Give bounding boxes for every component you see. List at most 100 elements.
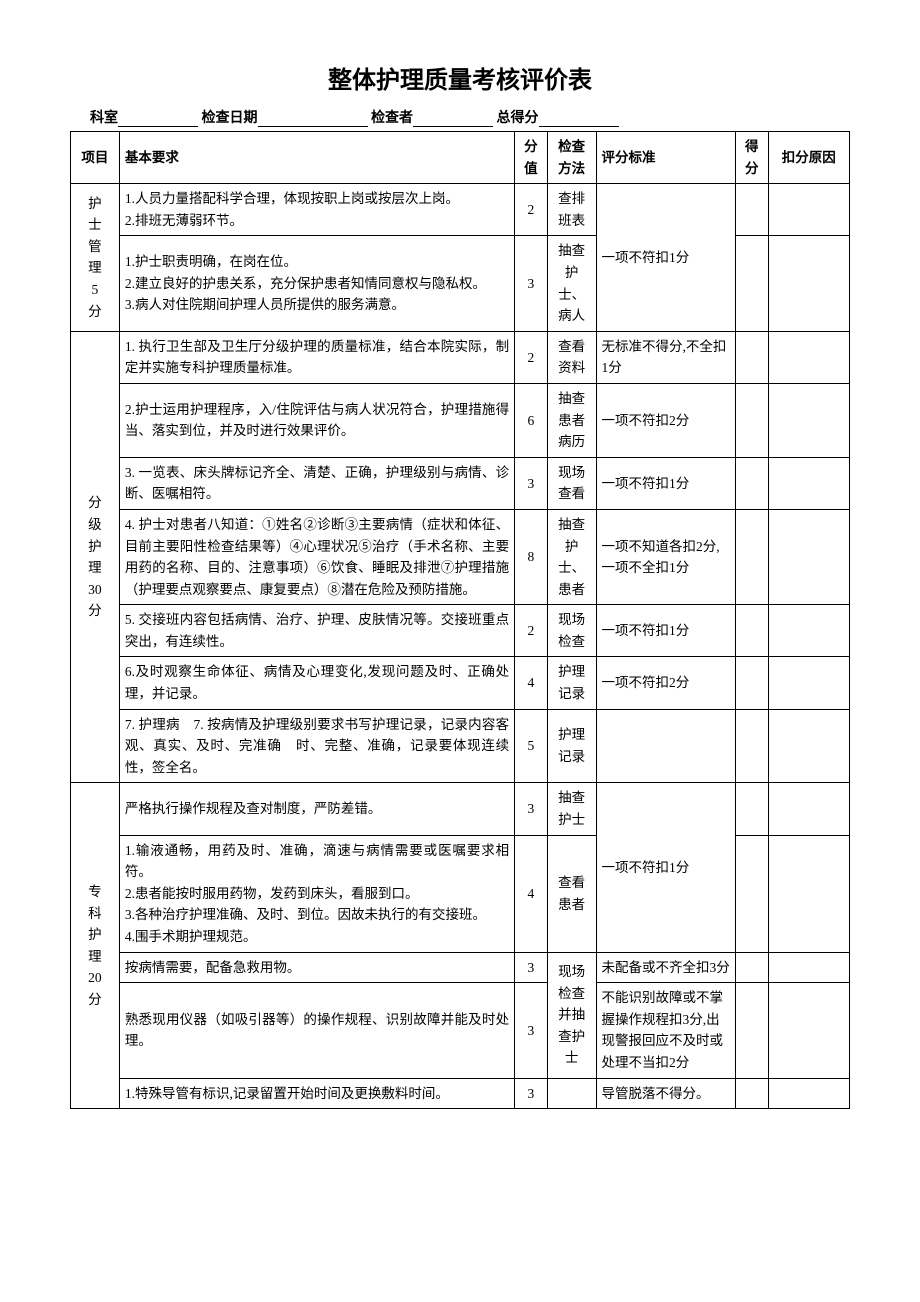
reason-cell: [768, 952, 849, 983]
earned-cell: [736, 1078, 769, 1109]
requirement-cell: 熟悉现用仪器（如吸引器等）的操作规程、识别故障并能及时处理。: [119, 983, 514, 1078]
earned-cell: [736, 952, 769, 983]
earned-cell: [736, 835, 769, 952]
score-cell: 4: [515, 835, 548, 952]
standard-cell: 不能识别故障或不掌握操作规程扣3分,出现警报回应不及时或处理不当扣2分: [596, 983, 736, 1078]
earned-cell: [736, 983, 769, 1078]
earned-cell: [736, 331, 769, 383]
requirement-cell: 6.及时观察生命体征、病情及心理变化,发现问题及时、正确处理，并记录。: [119, 657, 514, 709]
table-row: 2.护士运用护理程序，入/住院评估与病人状况符合，护理措施得当、落实到位，并及时…: [71, 383, 850, 457]
project-cell: 护士管理5分: [71, 184, 120, 332]
table-row: 1.特殊导管有标识,记录留置开始时间及更换敷料时间。3 导管脱落不得分。: [71, 1078, 850, 1109]
table-row: 3. 一览表、床头牌标记齐全、清楚、正确，护理级别与病情、诊断、医嘱相符。3现场…: [71, 457, 850, 509]
date-blank: [258, 111, 368, 127]
col-project: 项目: [71, 132, 120, 184]
dept-blank: [118, 111, 198, 127]
table-row: 按病情需要，配备急救用物。3现场检查并抽查护士未配备或不齐全扣3分: [71, 952, 850, 983]
earned-cell: [736, 709, 769, 783]
table-row: 分级护理30分1. 执行卫生部及卫生厅分级护理的质量标准，结合本院实际，制定并实…: [71, 331, 850, 383]
method-cell: 抽查患者病历: [547, 383, 596, 457]
score-cell: 2: [515, 605, 548, 657]
standard-cell: [596, 709, 736, 783]
reason-cell: [768, 331, 849, 383]
score-cell: 3: [515, 1078, 548, 1109]
dept-label: 科室: [90, 107, 118, 127]
col-method: 检查方法: [547, 132, 596, 184]
reason-cell: [768, 1078, 849, 1109]
earned-cell: [736, 605, 769, 657]
method-cell: 现场查看: [547, 457, 596, 509]
standard-cell: 一项不符扣1分: [596, 457, 736, 509]
col-standard: 评分标准: [596, 132, 736, 184]
reason-cell: [768, 509, 849, 604]
reason-cell: [768, 383, 849, 457]
method-cell: 抽查护士、患者: [547, 509, 596, 604]
table-row: 4. 护士对患者八知道：①姓名②诊断③主要病情（症状和体征、目前主要阳性检查结果…: [71, 509, 850, 604]
score-cell: 3: [515, 457, 548, 509]
method-cell: 护理记录: [547, 657, 596, 709]
standard-cell: 一项不符扣2分: [596, 657, 736, 709]
requirement-cell: 5. 交接班内容包括病情、治疗、护理、皮肤情况等。交接班重点突出，有连续性。: [119, 605, 514, 657]
reason-cell: [768, 605, 849, 657]
date-label: 检查日期: [202, 107, 258, 127]
earned-cell: [736, 457, 769, 509]
reason-cell: [768, 709, 849, 783]
project-cell: 专科护理20分: [71, 783, 120, 1109]
requirement-cell: 严格执行操作规程及查对制度，严防差错。: [119, 783, 514, 835]
requirement-cell: 按病情需要，配备急救用物。: [119, 952, 514, 983]
table-row: 5. 交接班内容包括病情、治疗、护理、皮肤情况等。交接班重点突出，有连续性。2现…: [71, 605, 850, 657]
score-cell: 3: [515, 983, 548, 1078]
earned-cell: [736, 236, 769, 331]
form-header: 科室 检查日期 检查者 总得分: [70, 107, 850, 127]
method-cell: [547, 1078, 596, 1109]
standard-cell: 无标准不得分,不全扣1分: [596, 331, 736, 383]
table-row: 专科护理20分严格执行操作规程及查对制度，严防差错。3抽查护士一项不符扣1分: [71, 783, 850, 835]
earned-cell: [736, 783, 769, 835]
standard-cell: 一项不符扣1分: [596, 783, 736, 952]
method-cell: 抽查护士、病人: [547, 236, 596, 331]
requirement-cell: 4. 护士对患者八知道：①姓名②诊断③主要病情（症状和体征、目前主要阳性检查结果…: [119, 509, 514, 604]
col-earned: 得分: [736, 132, 769, 184]
earned-cell: [736, 383, 769, 457]
score-cell: 2: [515, 331, 548, 383]
standard-cell: 导管脱落不得分。: [596, 1078, 736, 1109]
method-cell: 查排班表: [547, 184, 596, 236]
reason-cell: [768, 236, 849, 331]
method-cell: 抽查护士: [547, 783, 596, 835]
table-row: 护士管理5分1.人员力量搭配科学合理，体现按职上岗或按层次上岗。2.排班无薄弱环…: [71, 184, 850, 236]
method-cell: 现场检查并抽查护士: [547, 952, 596, 1078]
table-row: 6.及时观察生命体征、病情及心理变化,发现问题及时、正确处理，并记录。4护理记录…: [71, 657, 850, 709]
standard-cell: 一项不知道各扣2分,一项不全扣1分: [596, 509, 736, 604]
checker-blank: [413, 111, 493, 127]
method-cell: 查看患者: [547, 835, 596, 952]
reason-cell: [768, 657, 849, 709]
method-cell: 查看资料: [547, 331, 596, 383]
requirement-cell: 3. 一览表、床头牌标记齐全、清楚、正确，护理级别与病情、诊断、医嘱相符。: [119, 457, 514, 509]
standard-cell: 一项不符扣1分: [596, 605, 736, 657]
col-reason: 扣分原因: [768, 132, 849, 184]
table-row: 7. 护理病 7. 按病情及护理级别要求书写护理记录，记录内容客观、真实、及时、…: [71, 709, 850, 783]
requirement-cell: 1. 执行卫生部及卫生厅分级护理的质量标准，结合本院实际，制定并实施专科护理质量…: [119, 331, 514, 383]
score-cell: 8: [515, 509, 548, 604]
score-cell: 6: [515, 383, 548, 457]
requirement-cell: 1.护士职责明确，在岗在位。2.建立良好的护患关系，充分保护患者知情同意权与隐私…: [119, 236, 514, 331]
evaluation-table: 项目 基本要求 分值 检查方法 评分标准 得分 扣分原因 护士管理5分1.人员力…: [70, 131, 850, 1109]
score-cell: 3: [515, 236, 548, 331]
table-body: 护士管理5分1.人员力量搭配科学合理，体现按职上岗或按层次上岗。2.排班无薄弱环…: [71, 184, 850, 1109]
table-header-row: 项目 基本要求 分值 检查方法 评分标准 得分 扣分原因: [71, 132, 850, 184]
project-cell: 分级护理30分: [71, 331, 120, 783]
standard-cell: 一项不符扣2分: [596, 383, 736, 457]
standard-cell: 一项不符扣1分: [596, 184, 736, 332]
col-score: 分值: [515, 132, 548, 184]
reason-cell: [768, 783, 849, 835]
score-cell: 4: [515, 657, 548, 709]
earned-cell: [736, 657, 769, 709]
reason-cell: [768, 457, 849, 509]
reason-cell: [768, 835, 849, 952]
method-cell: 护理记录: [547, 709, 596, 783]
requirement-cell: 1.人员力量搭配科学合理，体现按职上岗或按层次上岗。2.排班无薄弱环节。: [119, 184, 514, 236]
page-title: 整体护理质量考核评价表: [70, 60, 850, 95]
score-cell: 2: [515, 184, 548, 236]
score-cell: 5: [515, 709, 548, 783]
requirement-cell: 1.特殊导管有标识,记录留置开始时间及更换敷料时间。: [119, 1078, 514, 1109]
